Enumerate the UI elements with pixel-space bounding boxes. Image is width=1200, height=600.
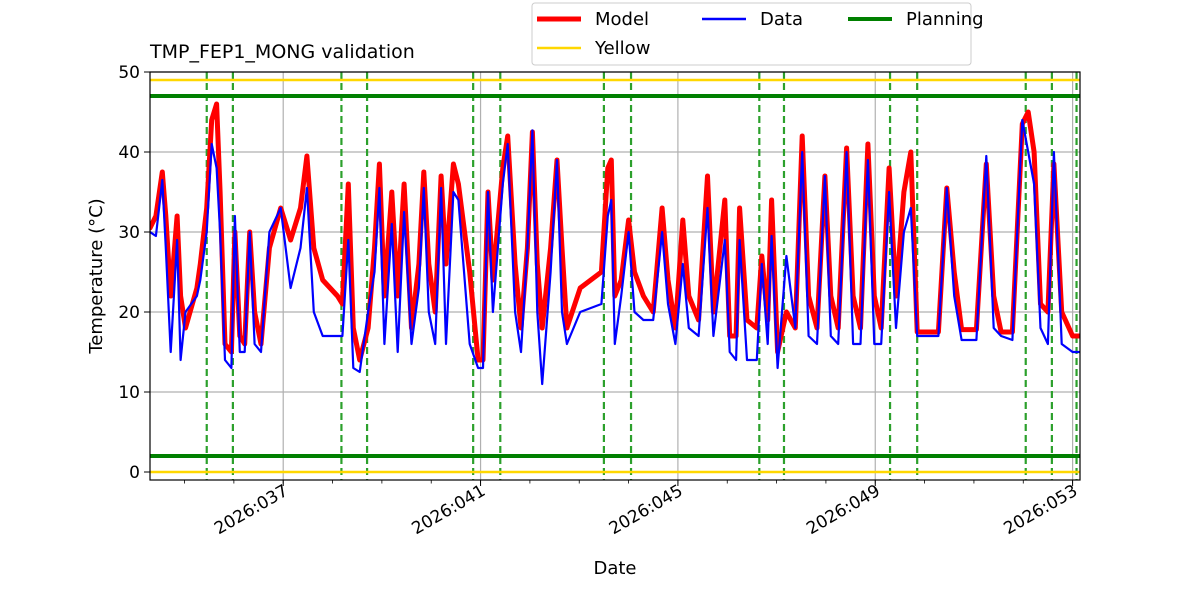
y-tick-label: 20 (118, 303, 140, 323)
data-series-line (150, 118, 1080, 386)
y-axis-label: Temperature (°C) (86, 198, 107, 354)
y-tick-label: 0 (129, 463, 140, 483)
y-tick-label: 50 (118, 63, 140, 83)
y-tick-label: 10 (118, 383, 140, 403)
y-tick-label: 40 (118, 143, 140, 163)
legend-label-data: Data (760, 9, 803, 30)
x-axis-label: Date (593, 558, 636, 579)
legend-label-planning: Planning (906, 9, 984, 30)
legend-label-model: Model (595, 9, 649, 30)
plot-frame (149, 71, 1081, 481)
legend: Model Data Planning Yellow (531, 2, 984, 66)
data-series (150, 101, 1080, 386)
y-axis: 0 10 20 30 40 50 (118, 63, 150, 483)
y-tick-label: 30 (118, 223, 140, 243)
chart-title: TMP_FEP1_MONG validation (149, 41, 415, 63)
limit-lines (150, 78, 1080, 474)
legend-label-yellow: Yellow (594, 38, 650, 59)
